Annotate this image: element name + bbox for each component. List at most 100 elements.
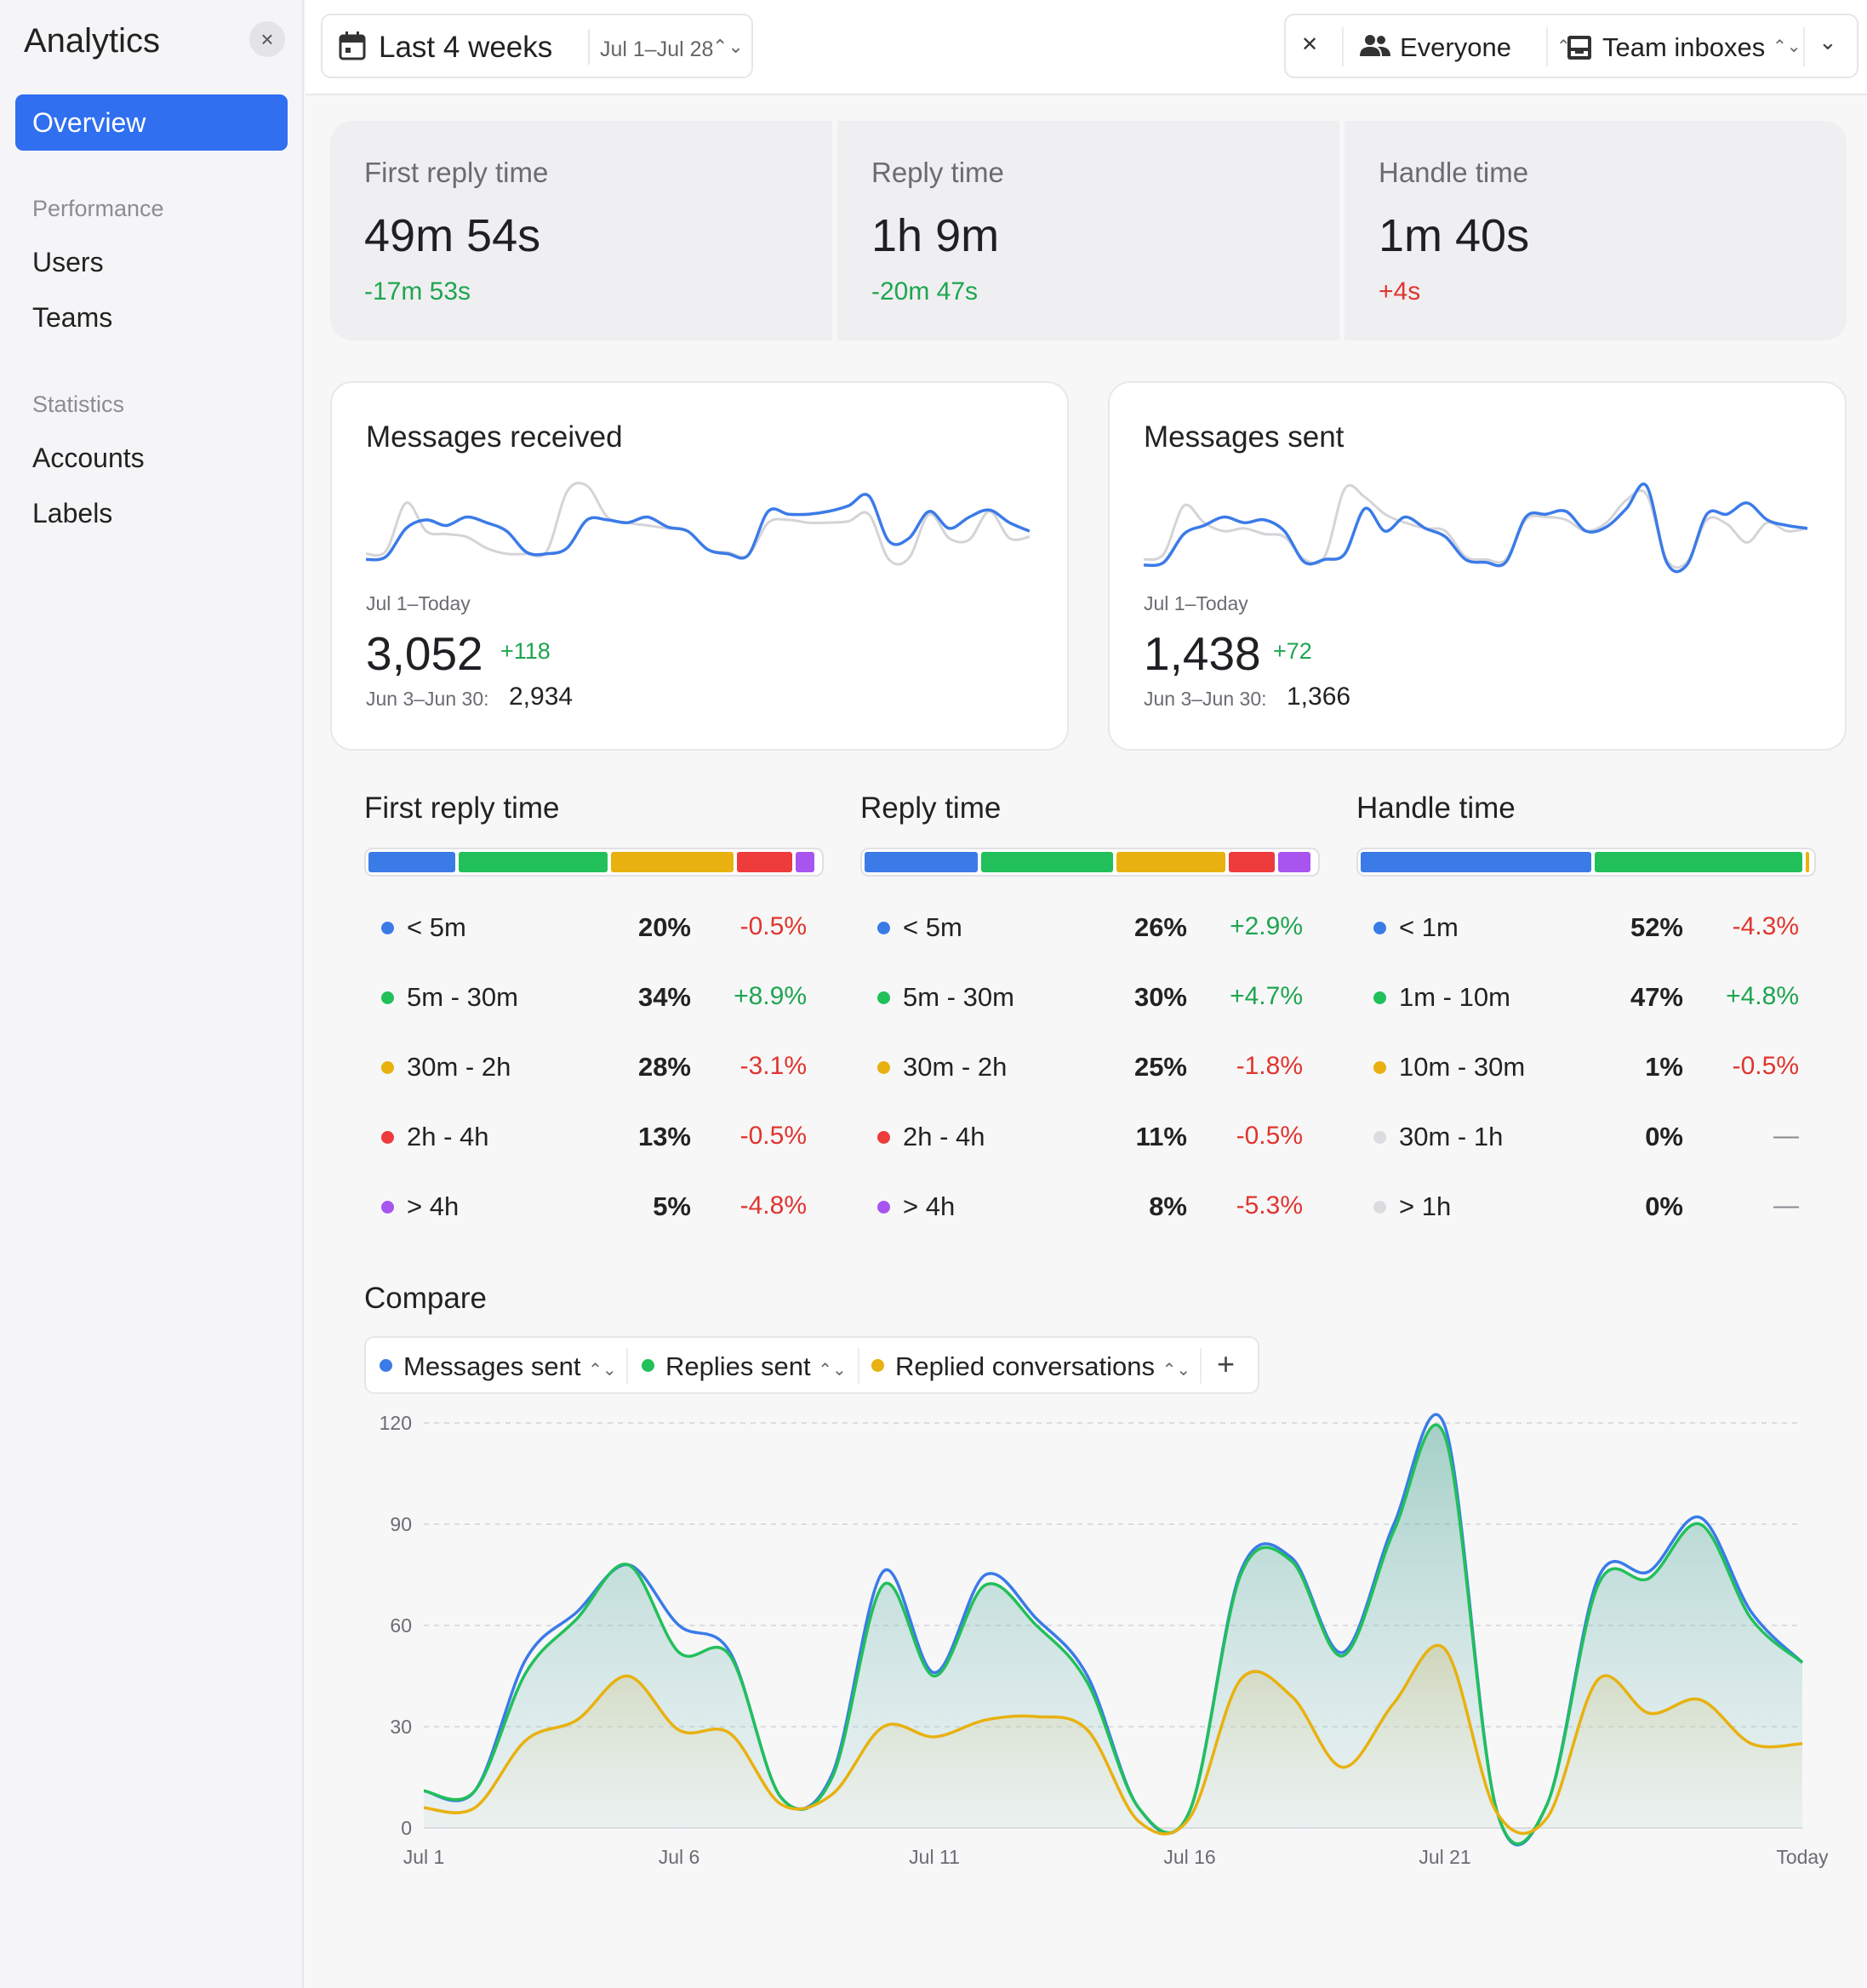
distribution-row: 30m - 2h 25% -1.8% bbox=[860, 1050, 1303, 1084]
divider bbox=[858, 1348, 859, 1384]
bucket-delta: -4.8% bbox=[739, 1191, 807, 1220]
y-tick-label: 30 bbox=[390, 1716, 412, 1738]
bucket-percent: 20% bbox=[637, 912, 691, 942]
x-tick-label: Jul 11 bbox=[909, 1846, 960, 1868]
metric-label: Messages sent ⌃⌄ bbox=[403, 1351, 617, 1381]
bucket-percent: 5% bbox=[653, 1191, 691, 1221]
sidebar-item-teams[interactable]: Teams bbox=[32, 302, 113, 333]
bucket-percent: 0% bbox=[1645, 1122, 1683, 1151]
series-color-dot bbox=[642, 1359, 654, 1372]
bucket-color-dot bbox=[381, 922, 394, 934]
distribution-segment bbox=[1805, 852, 1809, 872]
bucket-percent: 30% bbox=[1133, 982, 1187, 1012]
more-chevron-icon[interactable]: ⌄ bbox=[1818, 29, 1837, 54]
date-range-label: Last 4 weeks bbox=[379, 31, 553, 64]
bucket-label: 2h - 4h bbox=[903, 1122, 985, 1151]
bucket-color-dot bbox=[877, 1201, 890, 1214]
bucket-color-dot bbox=[381, 991, 394, 1004]
distribution-row: 30m - 2h 28% -3.1% bbox=[364, 1050, 807, 1084]
close-icon[interactable]: × bbox=[249, 21, 285, 57]
bucket-percent: 28% bbox=[637, 1052, 691, 1082]
kpi-delta: -20m 47s bbox=[871, 277, 979, 306]
distribution-row: < 5m 20% -0.5% bbox=[364, 911, 807, 945]
distribution-segment bbox=[1594, 852, 1802, 872]
x-tick-label: Jul 21 bbox=[1419, 1846, 1470, 1868]
bucket-delta: -0.5% bbox=[739, 1122, 807, 1150]
sidebar-title: Analytics bbox=[24, 22, 161, 60]
x-tick-label: Jul 1 bbox=[403, 1846, 445, 1868]
bucket-percent: 52% bbox=[1630, 912, 1683, 942]
bucket-label: > 1h bbox=[1399, 1191, 1452, 1221]
bucket-label: < 1m bbox=[1399, 912, 1459, 942]
sidebar-item-users[interactable]: Users bbox=[32, 247, 104, 277]
sparkline-current-series bbox=[1144, 483, 1807, 574]
distribution-segment bbox=[1277, 852, 1310, 872]
bucket-delta: -1.8% bbox=[1236, 1052, 1303, 1080]
bucket-percent: 26% bbox=[1133, 912, 1187, 942]
kpi-reply-time[interactable]: Reply time 1h 9m -20m 47s bbox=[837, 121, 1339, 340]
distribution-row: 30m - 1h 0% — bbox=[1356, 1120, 1799, 1154]
sparkline-previous-series bbox=[366, 482, 1030, 566]
divider bbox=[1803, 27, 1805, 66]
bucket-delta: -4.3% bbox=[1732, 912, 1799, 940]
compare-chart: 0 30 60 90 120 Jul 1 Jul 6 Jul 11 Jul 16 Jul 21 To… bbox=[380, 1413, 1828, 1868]
card-range: Jul 1–Today bbox=[1144, 592, 1248, 614]
card-messages-sent[interactable]: Messages sent Jul 1–Today 1,438 +72 Jun … bbox=[1108, 381, 1847, 751]
sparkline-chart bbox=[1144, 483, 1807, 574]
distribution-row: 2h - 4h 13% -0.5% bbox=[364, 1120, 807, 1154]
bucket-label: 30m - 2h bbox=[903, 1052, 1008, 1082]
calendar-icon bbox=[339, 31, 366, 60]
bucket-percent: 47% bbox=[1630, 982, 1683, 1012]
kpi-title: Reply time bbox=[871, 157, 1004, 188]
sidebar-item-accounts[interactable]: Accounts bbox=[32, 443, 145, 473]
compare-title: Compare bbox=[364, 1282, 487, 1315]
bucket-color-dot bbox=[381, 1061, 394, 1074]
bucket-color-dot bbox=[381, 1131, 394, 1144]
bucket-percent: 1% bbox=[1645, 1052, 1683, 1082]
card-delta: +118 bbox=[500, 638, 551, 664]
distribution-handle-time: Handle time < 1m 52% -4.3% 1m - 10m 47% +4.8%… bbox=[1356, 791, 1816, 1234]
add-metric-button[interactable]: + bbox=[1217, 1346, 1236, 1381]
distribution-title: Handle time bbox=[1356, 791, 1516, 825]
area-fill-replied-conversations bbox=[424, 1645, 1802, 1834]
distribution-row: > 1h 0% — bbox=[1356, 1190, 1799, 1224]
divider bbox=[1546, 27, 1548, 66]
inbox-filter[interactable]: Team inboxes bbox=[1602, 32, 1766, 62]
card-messages-received[interactable]: Messages received Jul 1–Today 3,052 +118… bbox=[330, 381, 1069, 751]
x-tick-label: Jul 16 bbox=[1163, 1846, 1215, 1868]
compare-toggle-icon[interactable]: ✕ bbox=[1301, 33, 1319, 56]
series-color-dot bbox=[380, 1359, 392, 1372]
bucket-label: 2h - 4h bbox=[407, 1122, 489, 1151]
sidebar: Analytics × Overview Performance Users T… bbox=[0, 0, 304, 1988]
series-line-replies-sent bbox=[423, 1423, 1804, 1846]
kpi-first-reply-time[interactable]: First reply time 49m 54s -17m 53s bbox=[330, 121, 832, 340]
bucket-label: 5m - 30m bbox=[903, 982, 1014, 1012]
distribution-segment bbox=[1361, 852, 1591, 872]
bucket-label: 1m - 10m bbox=[1399, 982, 1510, 1012]
bucket-color-dot bbox=[1373, 991, 1386, 1004]
bucket-percent: 8% bbox=[1149, 1191, 1187, 1221]
distribution-segment bbox=[611, 852, 734, 872]
card-title: Messages sent bbox=[1144, 420, 1345, 454]
distribution-title: Reply time bbox=[860, 791, 1002, 825]
distribution-row: 2h - 4h 11% -0.5% bbox=[860, 1120, 1303, 1154]
date-range-picker[interactable]: Last 4 weeks Jul 1–Jul 28 ⌃⌄ bbox=[321, 14, 753, 78]
kpi-value: 49m 54s bbox=[364, 210, 541, 261]
distribution-row: 10m - 30m 1% -0.5% bbox=[1356, 1050, 1799, 1084]
divider bbox=[626, 1348, 628, 1384]
series-line-replied-conversations bbox=[423, 1643, 1803, 1836]
kpi-handle-time[interactable]: Handle time 1m 40s +4s bbox=[1345, 121, 1847, 340]
distribution-segment bbox=[368, 852, 455, 872]
bucket-color-dot bbox=[1373, 922, 1386, 934]
card-previous-value: 2,934 bbox=[509, 683, 574, 711]
people-icon bbox=[1360, 35, 1390, 56]
sidebar-item-overview[interactable]: Overview bbox=[15, 94, 288, 151]
people-filter[interactable]: Everyone bbox=[1400, 32, 1511, 62]
bucket-label: > 4h bbox=[903, 1191, 956, 1221]
bucket-color-dot bbox=[1373, 1061, 1386, 1074]
card-value: 3,052 bbox=[366, 627, 483, 680]
sidebar-item-labels[interactable]: Labels bbox=[32, 498, 113, 528]
distribution-reply-time: Reply time < 5m 26% +2.9% 5m - 30m 30% +4.7% 3… bbox=[860, 791, 1320, 1234]
bucket-delta: -0.5% bbox=[1236, 1122, 1303, 1150]
date-range-dates: Jul 1–Jul 28 bbox=[600, 37, 714, 61]
